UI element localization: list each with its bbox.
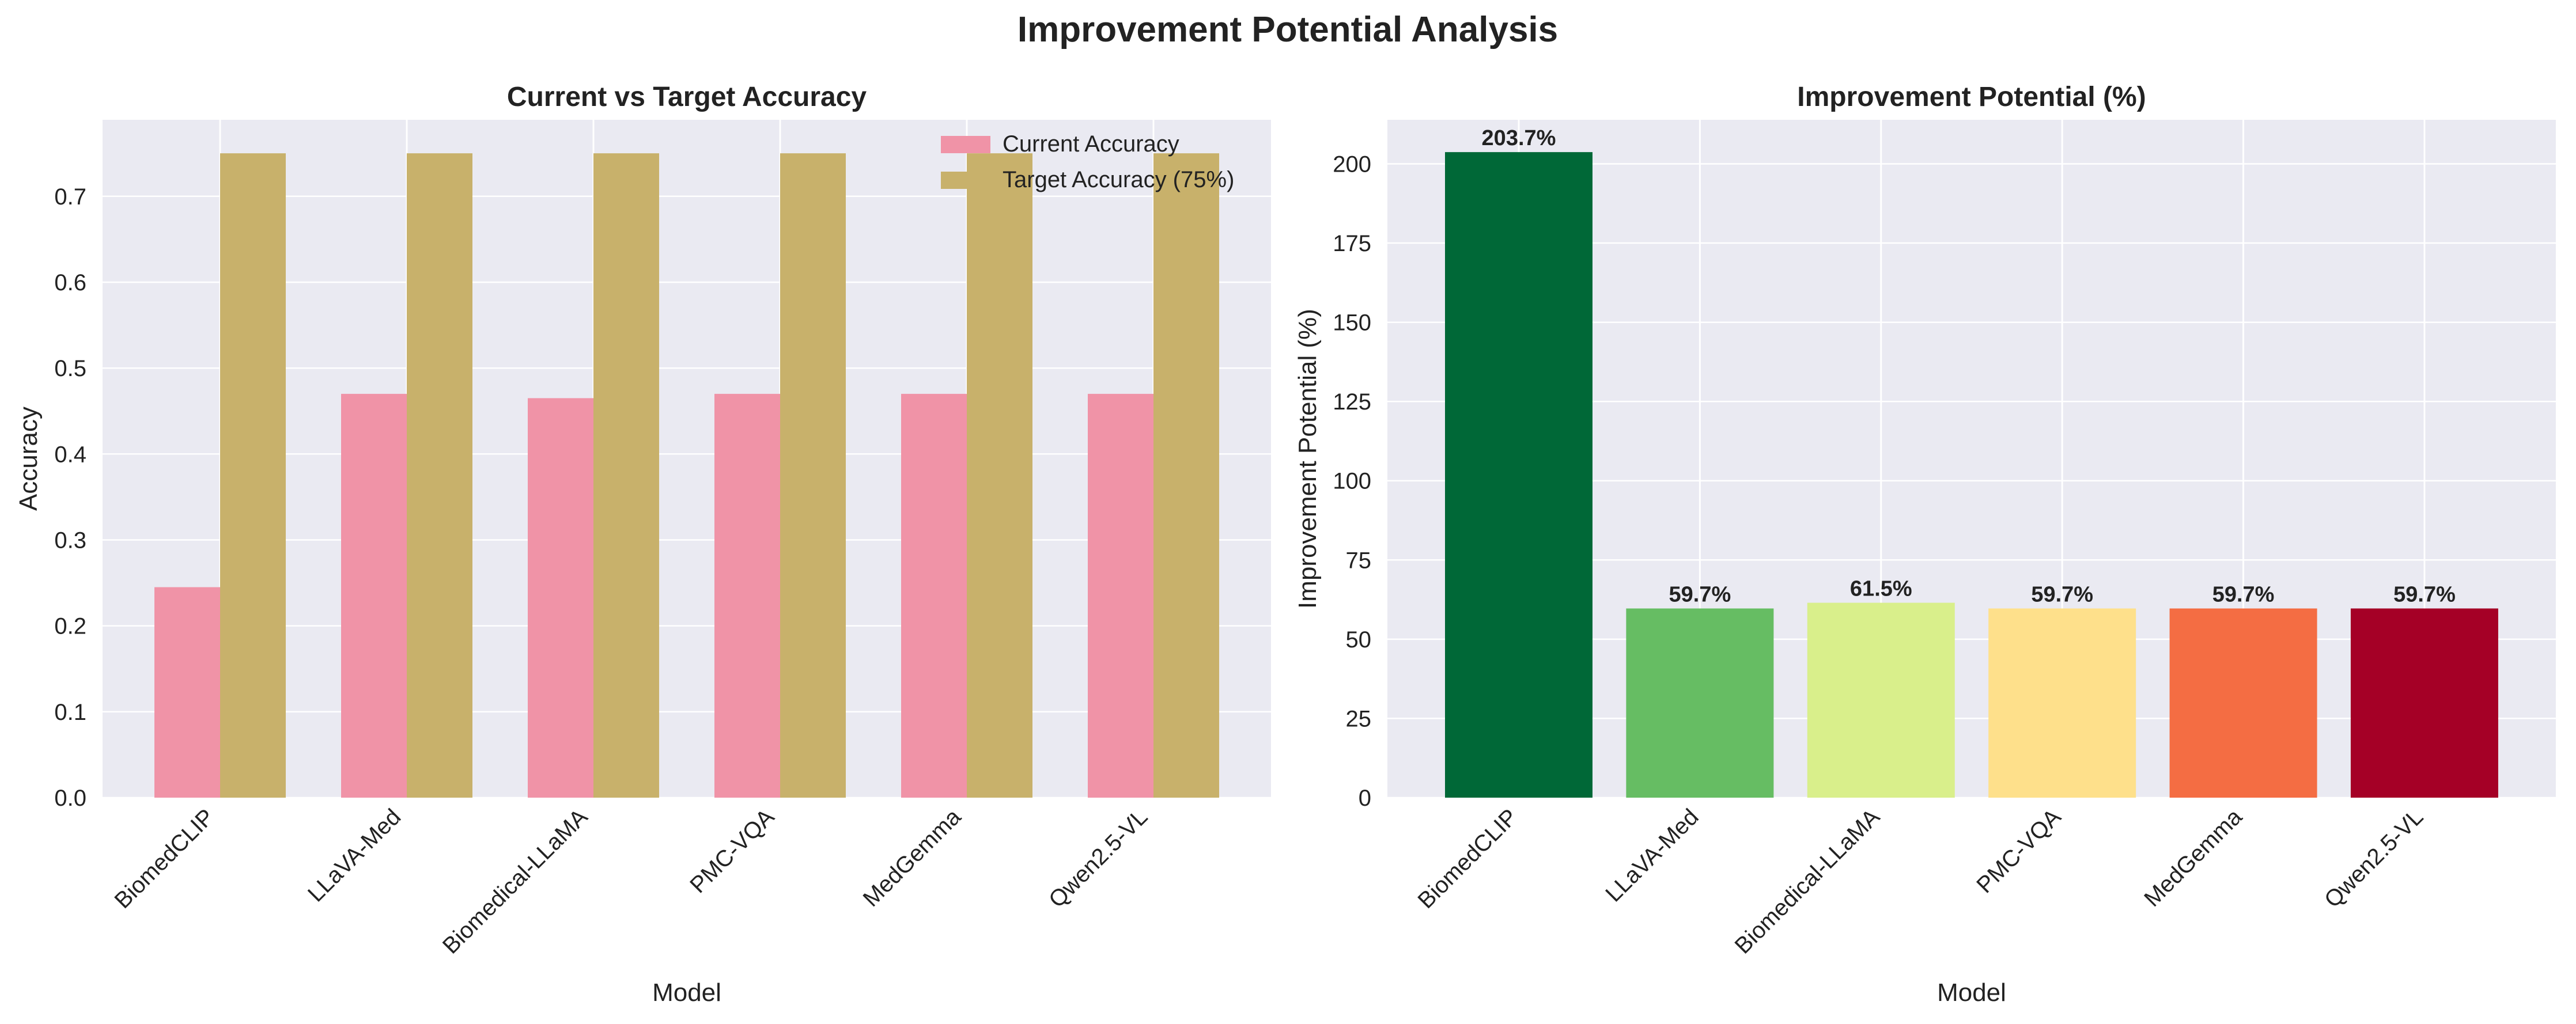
y-tick-label: 25 [1346,706,1372,731]
legend-label: Target Accuracy (75%) [1003,167,1234,192]
y-tick-label: 0.0 [54,786,86,811]
bar-value-label: 59.7% [1669,582,1731,606]
legend-swatch [941,172,990,189]
bar-target-accuracy [1153,153,1219,798]
chart-title: Current vs Target Accuracy [507,82,867,112]
bar-value-label: 59.7% [2393,582,2456,606]
y-tick-label: 125 [1333,389,1371,415]
bar-value-label: 59.7% [2031,582,2093,606]
y-tick-label: 50 [1346,627,1372,653]
bar-improvement [1445,152,1592,798]
bar-value-label: 61.5% [1850,577,1912,601]
y-tick-label: 0.5 [54,356,86,381]
bars [154,153,1219,798]
y-tick-label: 75 [1346,548,1372,573]
bar-current-accuracy [341,393,407,798]
bar-current-accuracy [901,393,967,798]
bars: 203.7% 59.7% 61.5% 59.7% 59.7% 59.7% [1445,126,2498,798]
bar-improvement [2351,608,2498,798]
y-axis-label: Accuracy [14,407,43,511]
y-tick-label: 0.3 [54,528,86,553]
y-tick-label: 0.4 [54,442,86,467]
bar-target-accuracy [220,153,286,798]
y-tick-label: 0.7 [54,184,86,210]
bar-target-accuracy [967,153,1032,798]
y-tick-label: 150 [1333,310,1371,336]
bar-target-accuracy [593,153,659,798]
bar-current-accuracy [154,587,220,798]
y-tick-label: 100 [1333,469,1371,494]
y-axis-label: Improvement Potential (%) [1293,309,1322,609]
x-axis-label: Model [1937,979,2006,1007]
bar-current-accuracy [714,393,780,798]
bar-current-accuracy [528,398,593,798]
improvement-chart: 0 25 50 75 100 125 150 175 200 203.7% 59.7% 61.5% 59… [1293,82,2556,1007]
bar-target-accuracy [407,153,472,798]
y-tick-label: 0.1 [54,700,86,725]
legend-swatch [941,136,990,153]
legend-label: Current Accuracy [1003,131,1179,157]
bar-value-label: 203.7% [1482,126,1556,150]
legend: Current Accuracy Target Accuracy (75%) [941,131,1234,192]
bar-current-accuracy [1088,393,1153,798]
bar-value-label: 59.7% [2212,582,2275,606]
bar-improvement [1807,602,1955,798]
y-tick-label: 0.6 [54,270,86,295]
plot-area [103,120,1271,798]
y-tick-label: 200 [1333,151,1371,177]
y-tick-label: 0 [1359,786,1371,811]
bar-improvement [1626,608,1774,798]
bar-improvement [1988,608,2136,798]
bar-improvement [2169,608,2317,798]
bar-target-accuracy [780,153,846,798]
y-tick-label: 175 [1333,231,1371,256]
figure-title: Improvement Potential Analysis [1017,10,1558,50]
chart-title: Improvement Potential (%) [1797,82,2146,112]
x-axis-label: Model [652,979,721,1007]
y-tick-label: 0.2 [54,614,86,639]
